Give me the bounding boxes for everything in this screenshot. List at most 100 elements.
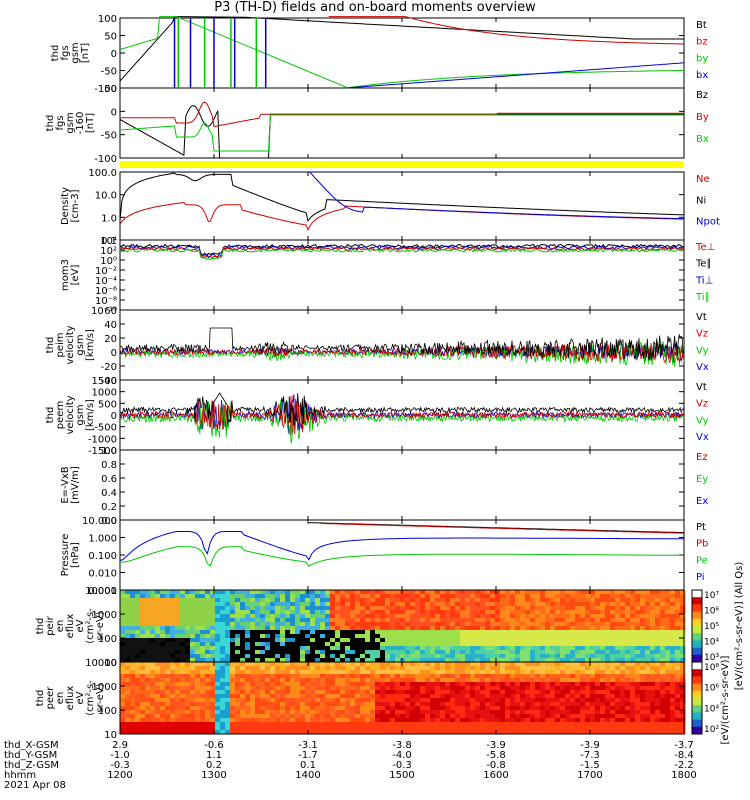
heat-cell xyxy=(660,634,666,639)
heat-cell xyxy=(670,698,676,703)
heat-cell xyxy=(185,638,191,643)
heat-cell xyxy=(120,694,126,699)
heat-cell xyxy=(470,682,476,687)
heat-cell xyxy=(350,690,356,695)
heat-cell xyxy=(485,638,491,643)
heat-cell xyxy=(275,702,281,707)
heat-cell xyxy=(230,626,236,631)
heat-cell xyxy=(220,686,226,691)
heat-cell xyxy=(515,654,521,659)
heat-cell xyxy=(540,646,546,651)
heat-cell xyxy=(425,598,431,603)
heat-cell xyxy=(205,666,211,671)
heat-cell xyxy=(430,666,436,671)
heat-cell xyxy=(410,698,416,703)
heat-cell xyxy=(325,674,331,679)
heat-cell xyxy=(295,666,301,671)
heat-cell xyxy=(620,654,626,659)
heat-cell xyxy=(135,598,141,603)
heat-cell xyxy=(250,682,256,687)
heat-cell xyxy=(190,654,196,659)
heat-cell xyxy=(660,726,666,731)
heat-cell xyxy=(340,658,346,663)
heat-cell xyxy=(400,694,406,699)
heat-cell xyxy=(195,662,201,667)
heat-cell xyxy=(300,730,306,735)
heat-cell xyxy=(600,726,606,731)
heat-cell xyxy=(610,630,616,635)
heat-cell xyxy=(675,682,681,687)
heat-cell xyxy=(135,622,141,627)
heat-cell xyxy=(185,654,191,659)
heat-cell xyxy=(580,714,586,719)
heat-cell xyxy=(485,598,491,603)
heat-cell xyxy=(315,726,321,731)
heat-cell xyxy=(340,654,346,659)
heat-cell xyxy=(165,650,171,655)
ytick-label: 10⁻¹⁰ xyxy=(91,306,117,317)
heat-cell xyxy=(630,646,636,651)
heat-cell xyxy=(390,610,396,615)
heat-cell xyxy=(630,730,636,735)
heat-cell xyxy=(125,690,131,695)
heat-cell xyxy=(235,642,241,647)
heat-cell xyxy=(630,598,636,603)
heat-cell xyxy=(265,642,271,647)
heat-cell xyxy=(475,690,481,695)
heat-cell xyxy=(440,674,446,679)
heat-cell xyxy=(340,614,346,619)
heat-cell xyxy=(360,730,366,735)
heat-cell xyxy=(510,618,516,623)
heat-cell xyxy=(140,602,146,607)
ylabel-line: thd xyxy=(50,45,61,62)
heat-cell xyxy=(180,682,186,687)
heat-cell xyxy=(575,610,581,615)
heat-cell xyxy=(635,630,641,635)
heat-cell xyxy=(465,618,471,623)
heat-cell xyxy=(245,618,251,623)
ylabel-line: -160 xyxy=(75,112,86,135)
heat-cell xyxy=(410,594,416,599)
heat-cell xyxy=(560,590,566,595)
heat-cell xyxy=(515,710,521,715)
legend-by: By xyxy=(696,112,709,123)
heat-cell xyxy=(400,698,406,703)
heat-cell xyxy=(540,706,546,711)
heat-cell xyxy=(245,606,251,611)
heat-cell xyxy=(160,694,166,699)
heat-cell xyxy=(570,702,576,707)
heat-cell xyxy=(150,654,156,659)
heat-cell xyxy=(490,662,496,667)
heat-cell xyxy=(460,594,466,599)
heat-cell xyxy=(570,598,576,603)
heat-cell xyxy=(680,630,686,635)
heat-cell xyxy=(495,690,501,695)
heat-cell xyxy=(460,682,466,687)
heat-cell xyxy=(610,638,616,643)
heat-cell xyxy=(260,606,266,611)
heat-cell xyxy=(455,726,461,731)
heat-cell xyxy=(235,662,241,667)
heat-cell xyxy=(125,698,131,703)
heat-cell xyxy=(395,662,401,667)
heat-cell xyxy=(555,718,561,723)
heat-cell xyxy=(295,730,301,735)
heat-cell xyxy=(515,610,521,615)
heat-cell xyxy=(565,710,571,715)
heat-cell xyxy=(465,642,471,647)
heat-cell xyxy=(190,682,196,687)
heat-cell xyxy=(230,638,236,643)
heat-cell xyxy=(450,726,456,731)
heat-cell xyxy=(230,606,236,611)
heat-cell xyxy=(120,590,126,595)
ytick-label: -20 xyxy=(101,362,117,373)
heat-cell xyxy=(515,662,521,667)
heat-cell xyxy=(150,590,156,595)
heat-cell xyxy=(370,610,376,615)
ylabel-line: [km/s] xyxy=(85,329,96,361)
heat-cell xyxy=(590,722,596,727)
heat-cell xyxy=(550,614,556,619)
heat-cell xyxy=(360,690,366,695)
heat-cell xyxy=(215,646,221,651)
heat-cell xyxy=(635,606,641,611)
